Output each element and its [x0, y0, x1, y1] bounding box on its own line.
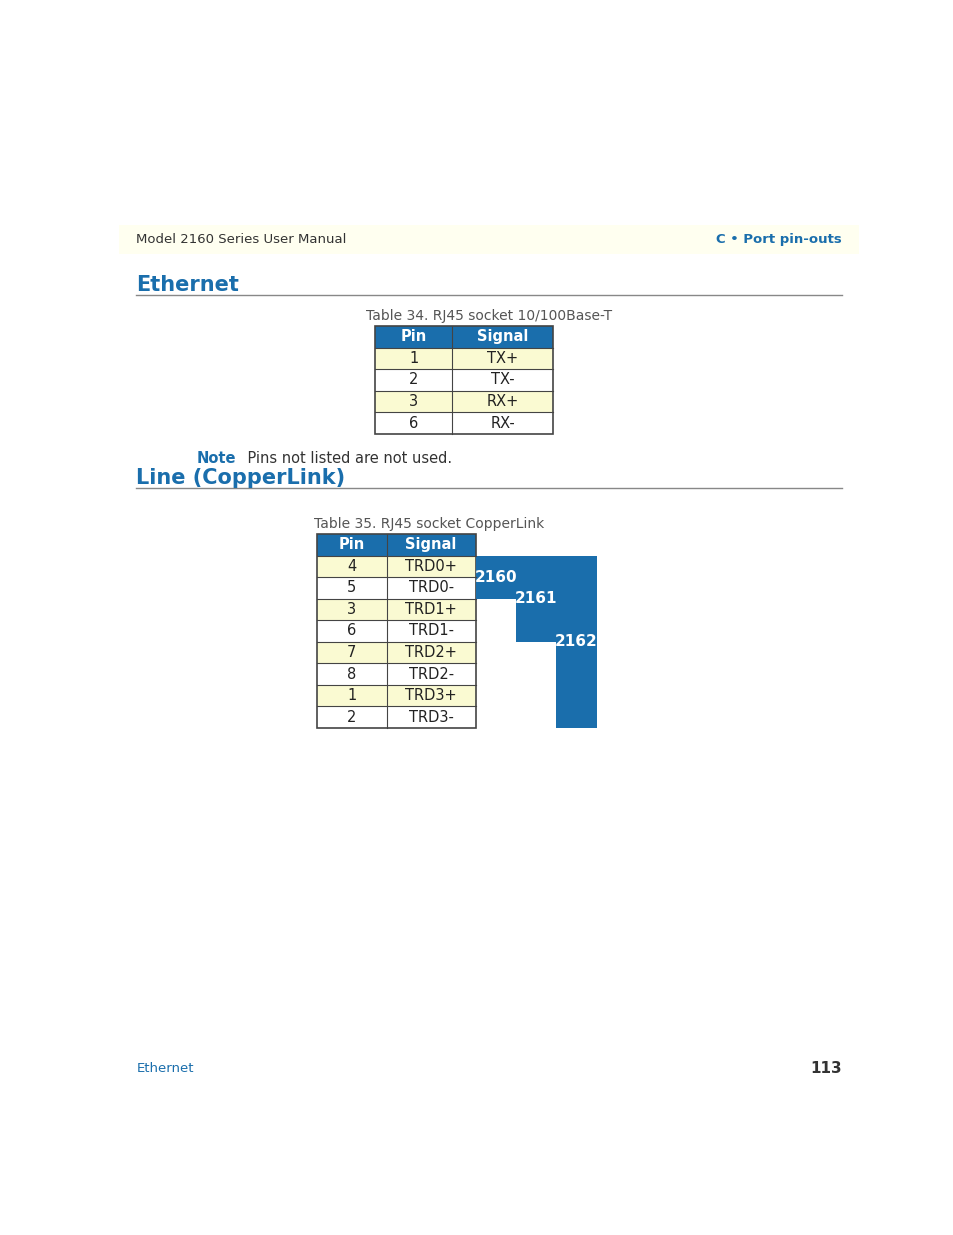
Text: 2161: 2161 [515, 592, 557, 606]
Text: Line (CopperLink): Line (CopperLink) [136, 468, 345, 488]
Bar [375, 326, 452, 347]
Bar [316, 620, 386, 642]
Text: 1: 1 [409, 351, 418, 366]
Text: 2160: 2160 [474, 569, 517, 584]
Text: 6: 6 [347, 624, 356, 638]
Text: 3: 3 [409, 394, 417, 409]
Bar [386, 685, 476, 706]
Text: Pin: Pin [400, 330, 426, 345]
Text: 8: 8 [347, 667, 356, 682]
Bar [386, 556, 476, 577]
Text: TRD3+: TRD3+ [405, 688, 456, 703]
Bar [516, 556, 556, 642]
Bar [316, 642, 386, 663]
Bar [316, 577, 386, 599]
Bar [375, 412, 452, 433]
Bar [316, 599, 386, 620]
Bar [386, 620, 476, 642]
Bar [375, 369, 452, 390]
Text: TRD0-: TRD0- [408, 580, 454, 595]
Bar [119, 225, 858, 254]
Bar [452, 369, 553, 390]
Text: Table 34. RJ45 socket 10/100Base-T: Table 34. RJ45 socket 10/100Base-T [366, 309, 611, 324]
Text: Signal: Signal [405, 537, 456, 552]
Bar [386, 663, 476, 685]
Text: 7: 7 [347, 645, 356, 659]
Text: TRD3-: TRD3- [408, 710, 453, 725]
Bar [375, 347, 452, 369]
Bar [386, 599, 476, 620]
Text: 3: 3 [347, 601, 355, 618]
Text: 2: 2 [347, 710, 356, 725]
Text: TX-: TX- [491, 373, 515, 388]
Bar [375, 390, 452, 412]
Text: Ethernet: Ethernet [136, 1062, 193, 1074]
Text: 1: 1 [347, 688, 356, 703]
Text: Signal: Signal [476, 330, 528, 345]
Text: 6: 6 [409, 416, 418, 431]
Text: TRD1-: TRD1- [408, 624, 454, 638]
Text: 2162: 2162 [555, 635, 598, 650]
Text: 2: 2 [409, 373, 418, 388]
Text: TRD1+: TRD1+ [405, 601, 456, 618]
Text: TX+: TX+ [487, 351, 517, 366]
Text: 113: 113 [809, 1061, 841, 1076]
Bar [476, 556, 516, 599]
Bar [316, 534, 476, 727]
Text: RX-: RX- [490, 416, 515, 431]
Text: 5: 5 [347, 580, 356, 595]
Text: RX+: RX+ [486, 394, 518, 409]
Bar [386, 577, 476, 599]
Bar [375, 326, 553, 433]
Text: Ethernet: Ethernet [136, 275, 239, 295]
Text: TRD2-: TRD2- [408, 667, 454, 682]
Bar [452, 347, 553, 369]
Text: TRD0+: TRD0+ [405, 558, 456, 574]
Text: C • Port pin-outs: C • Port pin-outs [715, 233, 841, 246]
Bar [452, 390, 553, 412]
Bar [316, 534, 386, 556]
Bar [452, 326, 553, 347]
Text: Pin: Pin [338, 537, 364, 552]
Text: Note: Note [196, 451, 236, 466]
Bar [316, 663, 386, 685]
Text: Table 35. RJ45 socket CopperLink: Table 35. RJ45 socket CopperLink [314, 517, 544, 531]
Bar [316, 706, 386, 727]
Bar [556, 556, 596, 727]
Text: 4: 4 [347, 558, 356, 574]
Bar [316, 685, 386, 706]
Text: TRD2+: TRD2+ [405, 645, 456, 659]
Text: Pins not listed are not used.: Pins not listed are not used. [229, 451, 452, 466]
Bar [386, 706, 476, 727]
Bar [316, 556, 386, 577]
Bar [386, 642, 476, 663]
Text: Model 2160 Series User Manual: Model 2160 Series User Manual [136, 233, 346, 246]
Bar [452, 412, 553, 433]
Bar [386, 534, 476, 556]
